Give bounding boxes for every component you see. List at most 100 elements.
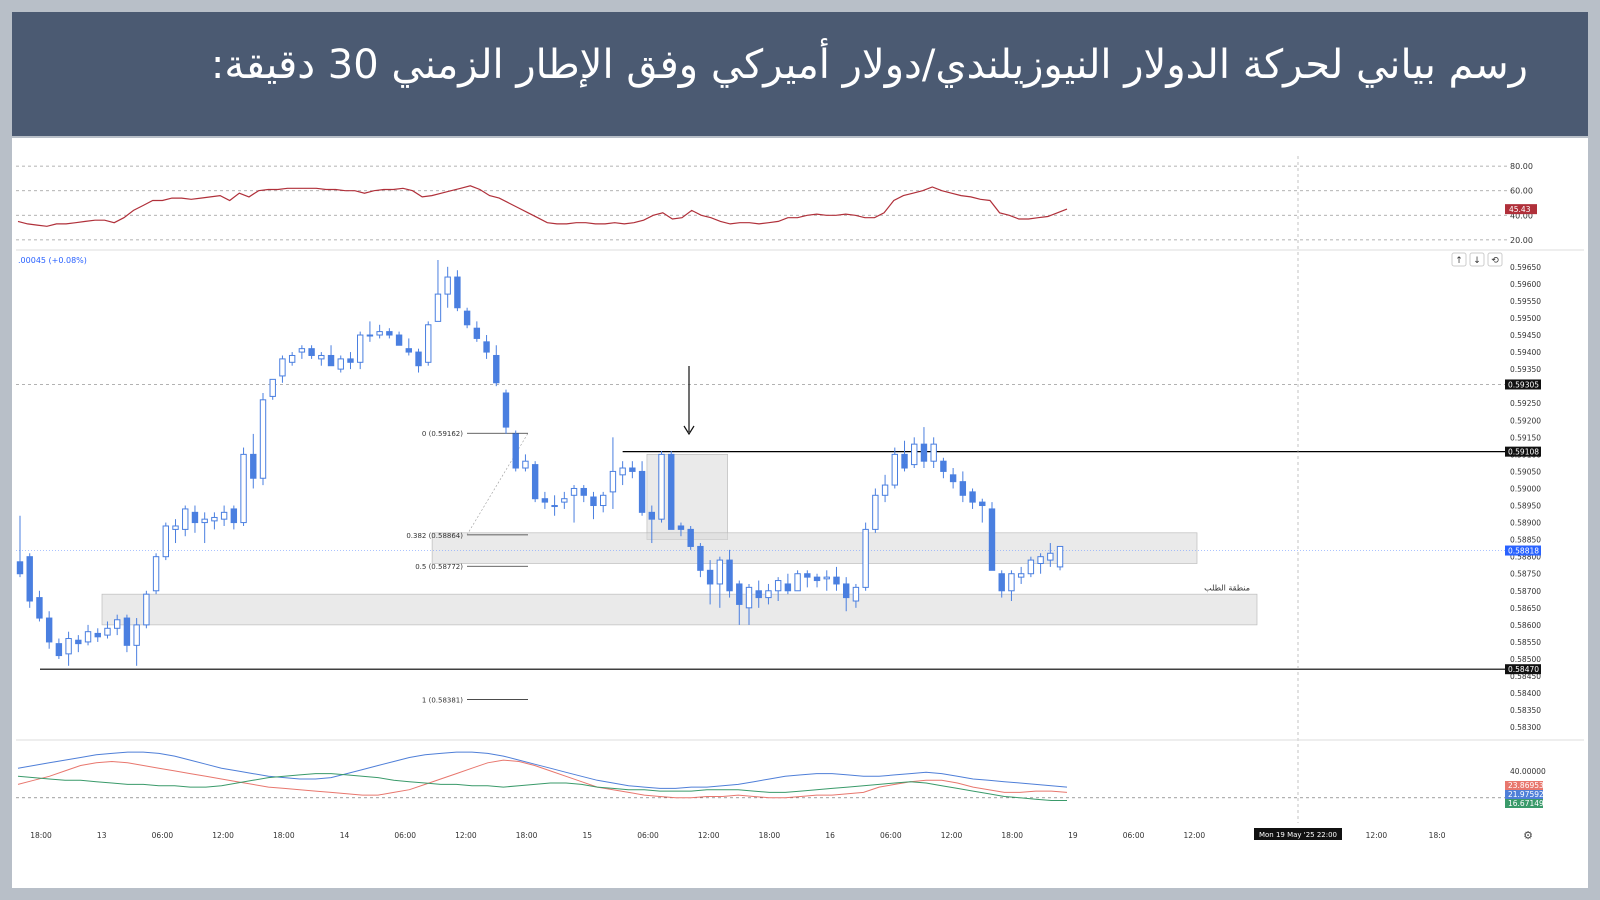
current-price-badge [1505, 545, 1541, 556]
oscillator-tick-label: 40.00000 [1510, 767, 1546, 776]
candle-bearish [979, 501, 986, 507]
candle-bearish [26, 556, 33, 602]
candle-bearish [250, 453, 257, 479]
candle-bullish [1056, 545, 1064, 568]
x-tick-label: 18:00 [759, 831, 781, 840]
candle-bearish [969, 491, 976, 503]
candle-bullish [872, 494, 879, 530]
candle-bearish [541, 498, 549, 503]
rsi-tick-label: 80.00 [1510, 162, 1533, 171]
candle-bearish [590, 496, 597, 507]
price-tick-label: 0.59000 [1510, 484, 1541, 493]
candle-bearish [230, 508, 238, 524]
x-tick-label: 19 [1068, 831, 1078, 840]
candle-bearish [804, 573, 811, 578]
x-tick-label: 18:00 [273, 831, 295, 840]
candle-bearish [697, 545, 704, 571]
chart-svg[interactable]: 80.00 60.00 40.00 20.00 45.43 0.59650 0.5960… [12, 138, 1588, 888]
candle-bullish [1008, 573, 1015, 592]
arrow-down-icon[interactable]: ↓ [1473, 256, 1481, 266]
candle-bullish [143, 593, 150, 626]
x-tick-label: 12:00 [455, 831, 477, 840]
candle-bearish [677, 525, 685, 530]
price-candles [16, 260, 1064, 666]
rsi-line [17, 185, 1068, 227]
candle-bullish [619, 467, 626, 476]
candle-bullish [774, 580, 782, 592]
price-tick-label: 0.58500 [1510, 655, 1541, 664]
candle-bearish [843, 583, 850, 599]
candle-bearish [648, 511, 655, 520]
candle-bearish [512, 433, 519, 469]
candle-bearish [726, 559, 733, 592]
candle-bullish [823, 576, 830, 580]
change-label: .00045 (+0.08%) [18, 256, 87, 265]
chart-panel: 80.00 60.00 40.00 20.00 45.43 0.59650 0.5960… [12, 138, 1588, 888]
candle-bullish [152, 556, 160, 592]
rsi-current-badge [1505, 204, 1537, 215]
candle-bullish [716, 559, 724, 585]
price-tick-label: 0.59050 [1510, 467, 1541, 476]
fib-level-label: 0 (0.59162) [422, 430, 463, 438]
x-tick-label: 12:00 [698, 831, 720, 840]
candle-bearish [502, 392, 510, 428]
candle-bullish [561, 498, 568, 503]
candle-bearish [813, 576, 821, 582]
candle-bearish [920, 443, 928, 462]
x-tick-label: 06:00 [152, 831, 174, 840]
candle-bearish [988, 508, 996, 571]
settings-icon[interactable]: ⚙ [1523, 829, 1533, 842]
price-tick-label: 0.59400 [1510, 348, 1541, 357]
candle-bearish [580, 487, 587, 496]
resistance-badge [1505, 446, 1541, 457]
oscillator-value-label: 21.97592 [1508, 790, 1544, 799]
resistance-label: 0.59108 [1508, 448, 1539, 457]
price-tick-label: 0.58750 [1510, 570, 1541, 579]
price-tick-label: 0.58450 [1510, 672, 1541, 681]
price-tick-label: 0.58350 [1510, 706, 1541, 715]
crosshair-date-label: Mon 19 May '25 22:00 [1259, 831, 1337, 839]
pane-controls[interactable]: ↑ ↓ ⟲ [1451, 252, 1503, 267]
candle-bullish [852, 586, 860, 602]
price-tick-label: 0.58400 [1510, 689, 1541, 698]
arrow-up-icon[interactable]: ↑ [1455, 256, 1463, 266]
candle-bearish [473, 327, 481, 339]
candle-bearish [415, 351, 422, 367]
candle-bullish [279, 358, 286, 377]
candle-bullish [862, 528, 869, 588]
price-tick-label: 0.59600 [1510, 280, 1541, 289]
x-tick-label: 18:00 [516, 831, 538, 840]
page-title: رسم بياني لحركة الدولار النيوزيلندي/دولا… [210, 42, 1528, 88]
candle-bearish [959, 481, 967, 496]
x-tick-label: 18:00 [30, 831, 52, 840]
candle-bearish [940, 460, 947, 472]
restore-icon[interactable]: ⟲ [1491, 256, 1499, 266]
candle-bullish [891, 453, 898, 486]
candle-bullish [366, 334, 374, 337]
x-tick-label: 15 [583, 831, 593, 840]
x-tick-label: 12:00 [1366, 831, 1388, 840]
x-tick-label: 12:00 [212, 831, 234, 840]
oscillator-value-label: 23.86953 [1508, 781, 1544, 790]
candle-bearish [55, 643, 63, 657]
candle-bearish [45, 617, 53, 643]
candle-bullish [551, 505, 558, 508]
resistance-zone [431, 532, 1198, 564]
candle-bearish [493, 354, 500, 384]
candle-bearish [901, 453, 908, 469]
x-tick-label: 12:00 [941, 831, 963, 840]
price-tick-label: 0.58550 [1510, 638, 1541, 647]
price-tick-label: 0.58700 [1510, 587, 1541, 596]
price-tick-label: 0.58300 [1510, 723, 1541, 732]
candle-bullish [522, 460, 529, 469]
fib-level-label: 1 (0.58381) [422, 697, 463, 705]
candle-bullish [201, 518, 208, 524]
candle-bearish [531, 464, 539, 500]
candle-bearish [123, 617, 131, 646]
candle-bearish [347, 358, 354, 363]
price-tick-label: 0.59350 [1510, 365, 1541, 374]
price-tick-label: 0.58950 [1510, 502, 1541, 511]
price-tick-label: 0.59500 [1510, 314, 1541, 323]
candle-bearish [405, 348, 413, 353]
demand-zone [101, 593, 1258, 626]
